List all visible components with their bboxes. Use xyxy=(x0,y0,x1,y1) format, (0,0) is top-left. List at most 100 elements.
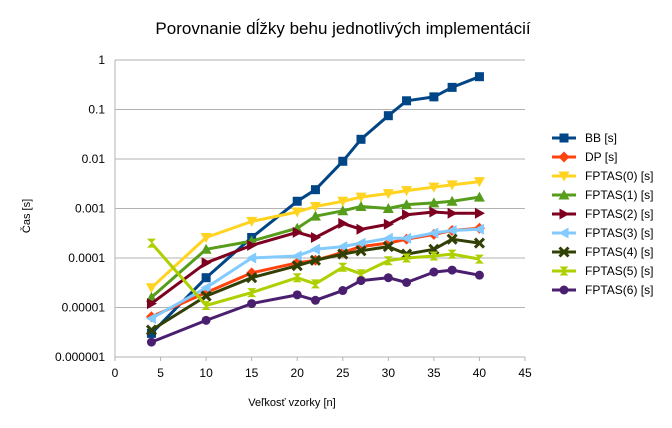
data-point xyxy=(428,227,439,239)
data-point xyxy=(292,226,303,238)
data-point xyxy=(201,300,211,310)
data-point xyxy=(145,324,158,336)
data-point xyxy=(402,209,413,221)
data-point xyxy=(200,232,212,243)
data-point xyxy=(446,224,457,236)
data-point xyxy=(356,276,366,286)
legend-item: DP [s] xyxy=(552,150,617,164)
data-point xyxy=(428,197,440,208)
y-tick-label: 0.01 xyxy=(82,152,106,166)
data-point xyxy=(200,282,211,294)
data-point xyxy=(338,156,348,166)
legend-label: BB [s] xyxy=(585,131,617,145)
y-tick-label: 1 xyxy=(98,53,105,67)
data-point xyxy=(291,250,302,262)
series xyxy=(145,177,485,294)
data-point xyxy=(310,231,321,243)
data-point xyxy=(291,207,303,218)
data-point xyxy=(446,195,458,206)
data-point xyxy=(401,232,412,244)
chart-title: Porovnanie dĺžky behu jednotlivých imple… xyxy=(155,19,530,38)
data-point xyxy=(338,286,348,296)
series xyxy=(146,265,484,347)
data-point xyxy=(309,210,321,221)
x-tick-label: 0 xyxy=(112,366,119,380)
data-point xyxy=(473,191,485,202)
series-lines xyxy=(145,72,486,347)
legend-label: FPTAS(4) [s] xyxy=(585,245,653,259)
x-tick-label: 35 xyxy=(427,366,441,380)
data-point xyxy=(145,283,157,294)
data-point xyxy=(200,290,212,302)
legend-label: FPTAS(2) [s] xyxy=(585,207,653,221)
x-axis-title: Veľkosť vzorky [n] xyxy=(248,397,335,409)
data-point xyxy=(559,266,569,276)
data-point xyxy=(474,207,485,219)
data-point xyxy=(429,251,439,261)
data-point xyxy=(474,270,484,280)
data-point xyxy=(401,186,413,197)
data-point xyxy=(146,328,156,338)
data-point xyxy=(558,246,570,258)
data-point xyxy=(355,245,367,257)
data-point xyxy=(558,171,570,182)
data-point xyxy=(382,189,394,200)
y-tick-label: 0.0001 xyxy=(68,251,105,265)
data-point xyxy=(446,180,458,191)
data-point xyxy=(382,203,394,213)
data-point xyxy=(310,295,320,305)
gridlines xyxy=(115,59,525,358)
series xyxy=(145,191,485,302)
y-tick-label: 0.1 xyxy=(88,103,105,117)
data-point xyxy=(382,241,394,253)
series xyxy=(146,206,485,310)
data-point xyxy=(429,92,439,102)
data-point xyxy=(292,196,302,206)
data-point xyxy=(356,269,366,279)
legend-item: FPTAS(6) [s] xyxy=(552,283,653,297)
data-point xyxy=(338,217,349,229)
data-point xyxy=(402,96,412,106)
legend: BB [s] DP [s] FPTAS(0) [s] FPTAS(1) [s] FPTA… xyxy=(552,131,653,297)
data-point xyxy=(559,133,569,143)
data-point xyxy=(402,253,412,263)
series xyxy=(145,233,486,336)
data-point xyxy=(291,260,303,272)
data-point xyxy=(355,200,367,211)
data-point xyxy=(247,288,257,298)
data-point xyxy=(337,241,348,253)
legend-item: FPTAS(3) [s] xyxy=(552,226,653,240)
data-point xyxy=(200,243,212,254)
x-tick-label: 20 xyxy=(291,366,305,380)
data-point xyxy=(473,223,484,235)
data-point xyxy=(247,299,257,309)
series-line xyxy=(150,242,480,307)
data-point xyxy=(447,207,458,219)
data-point xyxy=(382,232,393,244)
data-point xyxy=(146,298,157,310)
data-point xyxy=(383,111,393,121)
data-point xyxy=(309,243,320,255)
data-point xyxy=(292,273,302,283)
legend-label: FPTAS(5) [s] xyxy=(585,264,653,278)
data-point xyxy=(201,257,212,269)
data-point xyxy=(145,312,156,324)
data-point xyxy=(474,254,484,264)
data-point xyxy=(558,227,569,239)
data-point xyxy=(337,196,349,207)
data-point xyxy=(247,239,258,251)
data-point xyxy=(559,285,569,295)
data-point xyxy=(201,273,211,283)
x-tick-label: 5 xyxy=(157,366,164,380)
legend-label: DP [s] xyxy=(585,150,617,164)
data-point xyxy=(337,205,349,216)
data-point xyxy=(383,256,393,266)
legend-item: FPTAS(4) [s] xyxy=(552,245,653,259)
data-point xyxy=(337,248,349,260)
data-point xyxy=(559,208,570,220)
series xyxy=(146,238,484,310)
legend-item: FPTAS(2) [s] xyxy=(552,207,653,221)
data-point xyxy=(246,216,258,227)
